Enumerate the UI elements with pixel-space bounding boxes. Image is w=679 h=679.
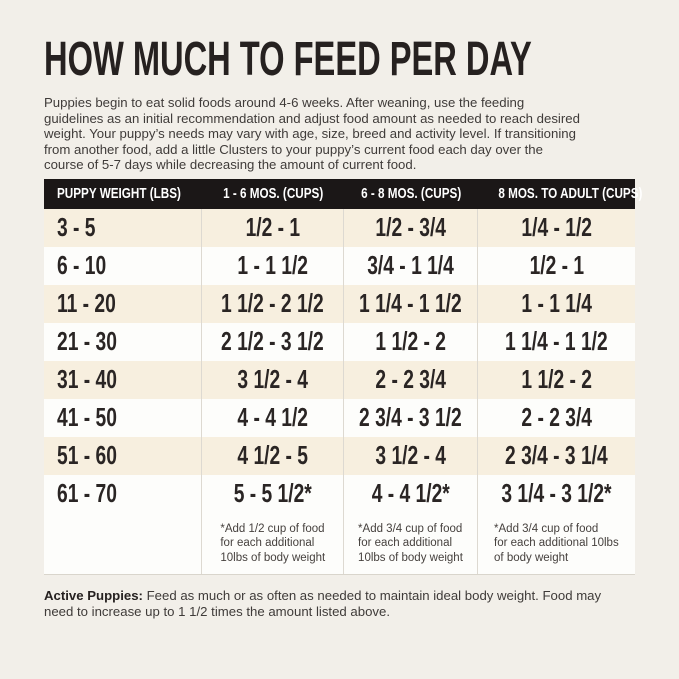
- cell-value: 1 1/2 - 2: [375, 326, 446, 356]
- table-cell: 5 - 5 1/2*: [202, 474, 345, 513]
- cell-value: 1 1/2 - 2 1/2: [221, 288, 325, 318]
- table-row: 51 - 60 4 1/2 - 5 3 1/2 - 4 2 3/4 - 3 1/…: [44, 436, 635, 475]
- footnote-empty-cell: [44, 512, 203, 574]
- table-row: 31 - 40 3 1/2 - 4 2 - 2 3/4 1 1/2 - 2: [44, 360, 635, 399]
- footnote-text: *Add 3/4 cup of food for each additional…: [494, 522, 619, 564]
- cell-value: 2 - 2 3/4: [521, 402, 592, 432]
- cell-value: 31 - 40: [57, 364, 117, 394]
- table-cell: 2 - 2 3/4: [478, 399, 635, 437]
- table-cell: 2 3/4 - 3 1/2: [344, 398, 478, 437]
- column-header-label: 1 - 6 MOS. (CUPS): [223, 185, 324, 202]
- cell-value: 3/4 - 1 1/4: [367, 250, 454, 280]
- cell-value: 1 - 1 1/2: [237, 250, 309, 280]
- table-cell: 3/4 - 1 1/4: [344, 246, 478, 285]
- table-cell: 1 1/2 - 2: [344, 322, 478, 361]
- table-cell: 1 1/2 - 2: [478, 361, 635, 399]
- table-row: 41 - 50 4 - 4 1/2 2 3/4 - 3 1/2 2 - 2 3/…: [44, 398, 635, 437]
- cell-value: 6 - 10: [57, 250, 107, 280]
- table-cell: 21 - 30: [44, 322, 203, 361]
- cell-value: 2 3/4 - 3 1/4: [505, 440, 608, 470]
- table-cell: 3 1/2 - 4: [344, 436, 478, 475]
- column-header-8-mos-adult: 8 MOS. TO ADULT (CUPS): [478, 185, 642, 202]
- cell-value: 2 - 2 3/4: [375, 364, 446, 394]
- feeding-table: PUPPY WEIGHT (LBS) 1 - 6 MOS. (CUPS) 6 -…: [44, 178, 642, 575]
- cell-value: 3 1/4 - 3 1/2*: [501, 478, 612, 508]
- cell-value: 4 - 4 1/2*: [371, 478, 450, 508]
- page-title: HOW MUCH TO FEED PER DAY: [44, 33, 532, 86]
- column-header-label: PUPPY WEIGHT (LBS): [57, 185, 181, 202]
- column-header-puppy-weight: PUPPY WEIGHT (LBS): [44, 185, 202, 202]
- footnote-6-8-mos: *Add 3/4 cup of food for each additional…: [344, 512, 478, 574]
- table-cell: 6 - 10: [44, 246, 203, 285]
- table-cell: 1/2 - 3/4: [344, 208, 478, 247]
- table-cell: 2 1/2 - 3 1/2: [202, 322, 345, 361]
- cell-value: 41 - 50: [57, 402, 117, 432]
- cell-value: 51 - 60: [57, 440, 117, 470]
- cell-value: 11 - 20: [57, 288, 116, 318]
- cell-value: 1 - 1 1/4: [521, 288, 592, 318]
- cell-value: 5 - 5 1/2*: [233, 478, 312, 508]
- table-cell: 31 - 40: [44, 360, 203, 399]
- table-cell: 1 - 1 1/2: [202, 246, 345, 285]
- footnote-8-mos-adult: *Add 3/4 cup of food for each additional…: [478, 513, 635, 574]
- table-row: 6 - 10 1 - 1 1/2 3/4 - 1 1/4 1/2 - 1: [44, 246, 635, 285]
- table-cell: 4 1/2 - 5: [202, 436, 345, 475]
- table-cell: 3 1/4 - 3 1/2*: [478, 475, 635, 513]
- cell-value: 3 1/2 - 4: [375, 440, 446, 470]
- table-cell: 51 - 60: [44, 436, 203, 475]
- cell-value: 1 1/4 - 1 1/2: [359, 288, 462, 318]
- cell-value: 21 - 30: [57, 326, 117, 356]
- table-cell: 3 - 5: [44, 208, 203, 247]
- table-footnote-row: *Add 1/2 cup of food for each additional…: [44, 512, 635, 574]
- cell-value: 1/2 - 3/4: [375, 212, 446, 242]
- active-puppies-note: Active Puppies: Feed as much or as often…: [44, 588, 649, 621]
- column-header-1-6-mos: 1 - 6 MOS. (CUPS): [202, 185, 344, 202]
- cell-value: 4 1/2 - 5: [237, 440, 309, 470]
- table-cell: 61 - 70: [44, 474, 203, 513]
- table-cell: 1/2 - 1: [202, 208, 345, 247]
- intro-paragraph: Puppies begin to eat solid foods around …: [44, 95, 580, 172]
- table-cell: 41 - 50: [44, 398, 203, 437]
- cell-value: 1/2 - 1: [529, 250, 584, 280]
- column-header-label: 8 MOS. TO ADULT (CUPS): [498, 185, 643, 202]
- cell-value: 3 - 5: [57, 212, 96, 242]
- active-puppies-text: Feed as much or as often as needed to ma…: [44, 587, 602, 620]
- cell-value: 1 1/2 - 2: [521, 364, 592, 394]
- table-cell: 4 - 4 1/2: [202, 398, 345, 437]
- cell-value: 61 - 70: [57, 478, 117, 508]
- table-cell: 11 - 20: [44, 284, 203, 323]
- column-header-label: 6 - 8 MOS. (CUPS): [360, 185, 462, 202]
- table-cell: 1 1/2 - 2 1/2: [202, 284, 345, 323]
- cell-value: 1/4 - 1/2: [521, 212, 592, 242]
- table-row: 3 - 5 1/2 - 1 1/2 - 3/4 1/4 - 1/2: [44, 208, 635, 247]
- table-cell: 1 1/4 - 1 1/2: [344, 284, 478, 323]
- table-cell: 1 - 1 1/4: [478, 285, 635, 323]
- cell-value: 4 - 4 1/2: [237, 402, 309, 432]
- cell-value: 3 1/2 - 4: [237, 364, 309, 394]
- table-cell: 2 - 2 3/4: [344, 360, 478, 399]
- table-cell: 3 1/2 - 4: [202, 360, 345, 399]
- table-cell: 1/4 - 1/2: [478, 209, 635, 247]
- cell-value: 2 1/2 - 3 1/2: [221, 326, 325, 356]
- cell-value: 1/2 - 1: [245, 212, 301, 242]
- footnote-text: *Add 3/4 cup of food for each additional…: [358, 522, 463, 564]
- table-cell: 1 1/4 - 1 1/2: [478, 323, 635, 361]
- cell-value: 2 3/4 - 3 1/2: [359, 402, 462, 432]
- column-header-6-8-mos: 6 - 8 MOS. (CUPS): [344, 185, 478, 202]
- table-row: 61 - 70 5 - 5 1/2* 4 - 4 1/2* 3 1/4 - 3 …: [44, 474, 635, 513]
- active-puppies-label: Active Puppies:: [44, 587, 143, 603]
- table-row: 11 - 20 1 1/2 - 2 1/2 1 1/4 - 1 1/2 1 - …: [44, 284, 635, 323]
- footnote-text: *Add 1/2 cup of food for each additional…: [220, 522, 326, 564]
- table-cell: 2 3/4 - 3 1/4: [478, 437, 635, 475]
- table-header-row: PUPPY WEIGHT (LBS) 1 - 6 MOS. (CUPS) 6 -…: [44, 178, 642, 209]
- cell-value: 1 1/4 - 1 1/2: [505, 326, 608, 356]
- table-cell: 1/2 - 1: [478, 247, 635, 285]
- footnote-1-6-mos: *Add 1/2 cup of food for each additional…: [202, 512, 345, 574]
- table-cell: 4 - 4 1/2*: [344, 474, 478, 513]
- table-row: 21 - 30 2 1/2 - 3 1/2 1 1/2 - 2 1 1/4 - …: [44, 322, 635, 361]
